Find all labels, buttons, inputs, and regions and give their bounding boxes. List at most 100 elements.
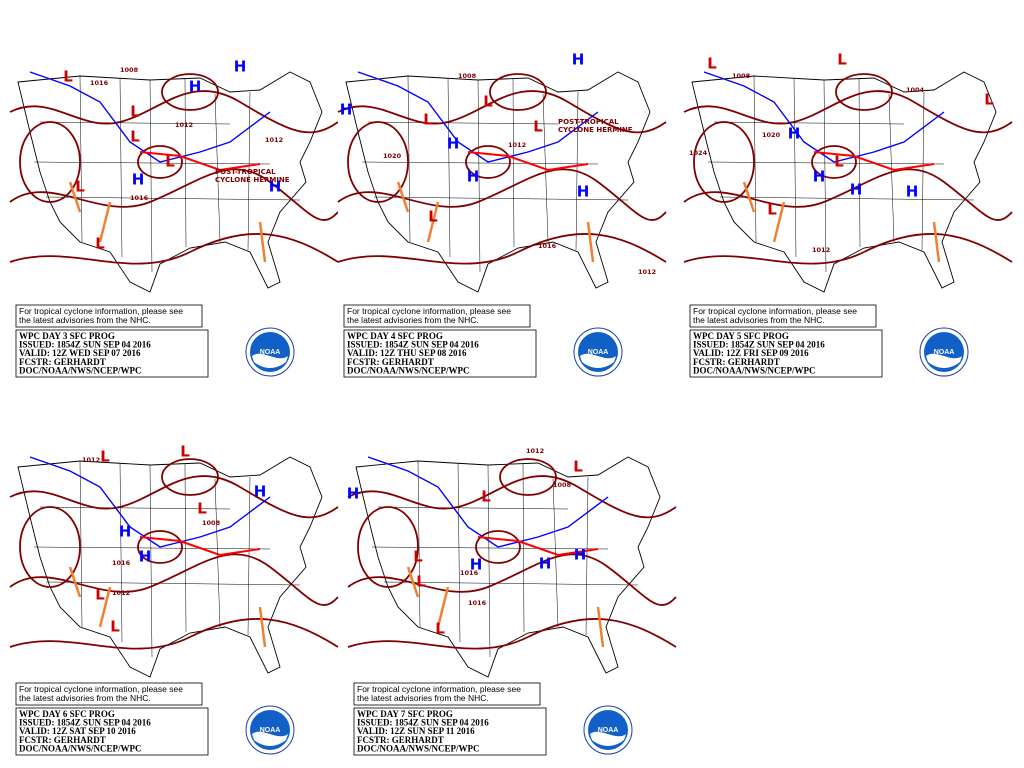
info-line: WPC DAY 7 SFC PROG (357, 709, 453, 719)
basemap (346, 435, 678, 689)
tropical-note-box (15, 682, 203, 706)
tropical-note: the latest advisories from the NHC. (347, 315, 479, 325)
info-line: DOC/NOAA/NWS/NCEP/WPC (19, 365, 142, 375)
pressure-center: L (130, 128, 140, 146)
info-line: DOC/NOAA/NWS/NCEP/WPC (693, 365, 816, 375)
isobar-label: 1008 (458, 72, 477, 80)
pressure-center: L (837, 51, 847, 69)
pressure-center: L (834, 153, 844, 171)
isobar-label: 1012 (265, 136, 283, 144)
isobar-label: 1016 (130, 194, 149, 202)
info-line: WPC DAY 4 SFC PROG (347, 331, 443, 341)
info-line: VALID: 12Z SUN SEP 11 2016 (357, 726, 475, 736)
pressure-center: H (572, 51, 585, 69)
isobar-label: 1016 (538, 242, 557, 250)
isobar-label: 1008 (120, 66, 139, 74)
pressure-center: L (483, 93, 493, 111)
pressure-center: L (110, 618, 120, 636)
isobar-label: 1008 (553, 481, 572, 489)
tropical-note: For tropical cyclone information, please… (347, 306, 511, 316)
storm-annotation: CYCLONE HERMINE (215, 176, 290, 184)
isobar-label: 1020 (762, 131, 781, 139)
tropical-note-box (353, 682, 541, 706)
storm-annotation: CYCLONE HERMINE (558, 126, 633, 134)
pressure-center: H (234, 58, 247, 76)
isobar-label: 1004 (906, 86, 925, 94)
isobar-label: 1020 (383, 152, 402, 160)
pressure-center: L (180, 443, 190, 461)
pressure-center: L (416, 573, 426, 591)
pressure-center: L (428, 208, 438, 226)
info-line: DOC/NOAA/NWS/NCEP/WPC (357, 743, 480, 753)
pressure-center: L (435, 620, 445, 638)
pressure-center: H (447, 135, 460, 153)
info-line: ISSUED: 1854Z SUN SEP 04 2016 (19, 718, 151, 728)
pressure-center: H (119, 523, 132, 541)
tropical-note: the latest advisories from the NHC. (693, 315, 825, 325)
info-line: FCSTR: GERHARDT (19, 357, 106, 367)
tropical-note: For tropical cyclone information, please… (19, 684, 183, 694)
pressure-center: L (984, 91, 994, 109)
info-line: ISSUED: 1854Z SUN SEP 04 2016 (347, 340, 479, 350)
pressure-center: L (130, 103, 140, 121)
info-line: VALID: 12Z FRI SEP 09 2016 (693, 348, 809, 358)
tropical-note: the latest advisories from the NHC. (19, 315, 151, 325)
tropical-note: For tropical cyclone information, please… (693, 306, 857, 316)
pressure-center: L (95, 586, 105, 604)
info-box (353, 707, 547, 756)
pressure-center: H (574, 546, 587, 564)
isobar-label: 1016 (460, 569, 479, 577)
pressure-center: H (467, 168, 480, 186)
pressure-center: H (347, 485, 360, 503)
tropical-note-box (343, 304, 531, 328)
noaa-logo: NOAA (588, 349, 609, 356)
info-box (15, 707, 209, 756)
isobar-label: 1012 (175, 121, 193, 129)
tropical-note-box (689, 304, 877, 328)
basemap (682, 50, 1014, 304)
info-line: FCSTR: GERHARDT (347, 357, 434, 367)
isobar-label: 1016 (90, 79, 109, 87)
pressure-center: H (850, 181, 863, 199)
pressure-center: L (63, 68, 73, 86)
info-box (343, 329, 537, 378)
info-line: ISSUED: 1854Z SUN SEP 04 2016 (693, 340, 825, 350)
noaa-logo: NOAA (260, 349, 281, 356)
tropical-note: For tropical cyclone information, please… (19, 306, 183, 316)
pressure-center: H (906, 183, 919, 201)
isobar-label: 1008 (732, 72, 751, 80)
forecast-panel: HLH LHHLLH10081020101210161012POST-TROPIC… (336, 50, 668, 378)
pressure-center: H (539, 555, 552, 573)
pressure-center: H (139, 548, 152, 566)
info-line: WPC DAY 6 SFC PROG (19, 709, 115, 719)
info-line: VALID: 12Z SAT SEP 10 2016 (19, 726, 136, 736)
pressure-center: L (767, 201, 777, 219)
info-line: ISSUED: 1854Z SUN SEP 04 2016 (357, 718, 489, 728)
pressure-center: L (573, 458, 583, 476)
info-line: FCSTR: GERHARDT (693, 357, 780, 367)
noaa-logo: NOAA (260, 727, 281, 734)
isobar-label: 1012 (812, 246, 830, 254)
pressure-center: L (423, 111, 433, 129)
pressure-center: L (413, 548, 423, 566)
isobar-label: 1012 (112, 589, 130, 597)
isobar-label: 1016 (112, 559, 131, 567)
pressure-center: H (254, 483, 267, 501)
info-line: FCSTR: GERHARDT (357, 735, 444, 745)
noaa-logo: NOAA (934, 349, 955, 356)
basemap (336, 50, 668, 304)
pressure-center: H (788, 125, 801, 143)
tropical-note-box (15, 304, 203, 328)
noaa-logo: NOAA (598, 727, 619, 734)
tropical-note: For tropical cyclone information, please… (357, 684, 521, 694)
basemap (8, 435, 340, 689)
pressure-center: H (132, 171, 145, 189)
storm-annotation: POST-TROPICAL (215, 168, 276, 176)
pressure-center: L (100, 448, 110, 466)
info-line: DOC/NOAA/NWS/NCEP/WPC (19, 743, 142, 753)
tropical-note: the latest advisories from the NHC. (19, 693, 151, 703)
